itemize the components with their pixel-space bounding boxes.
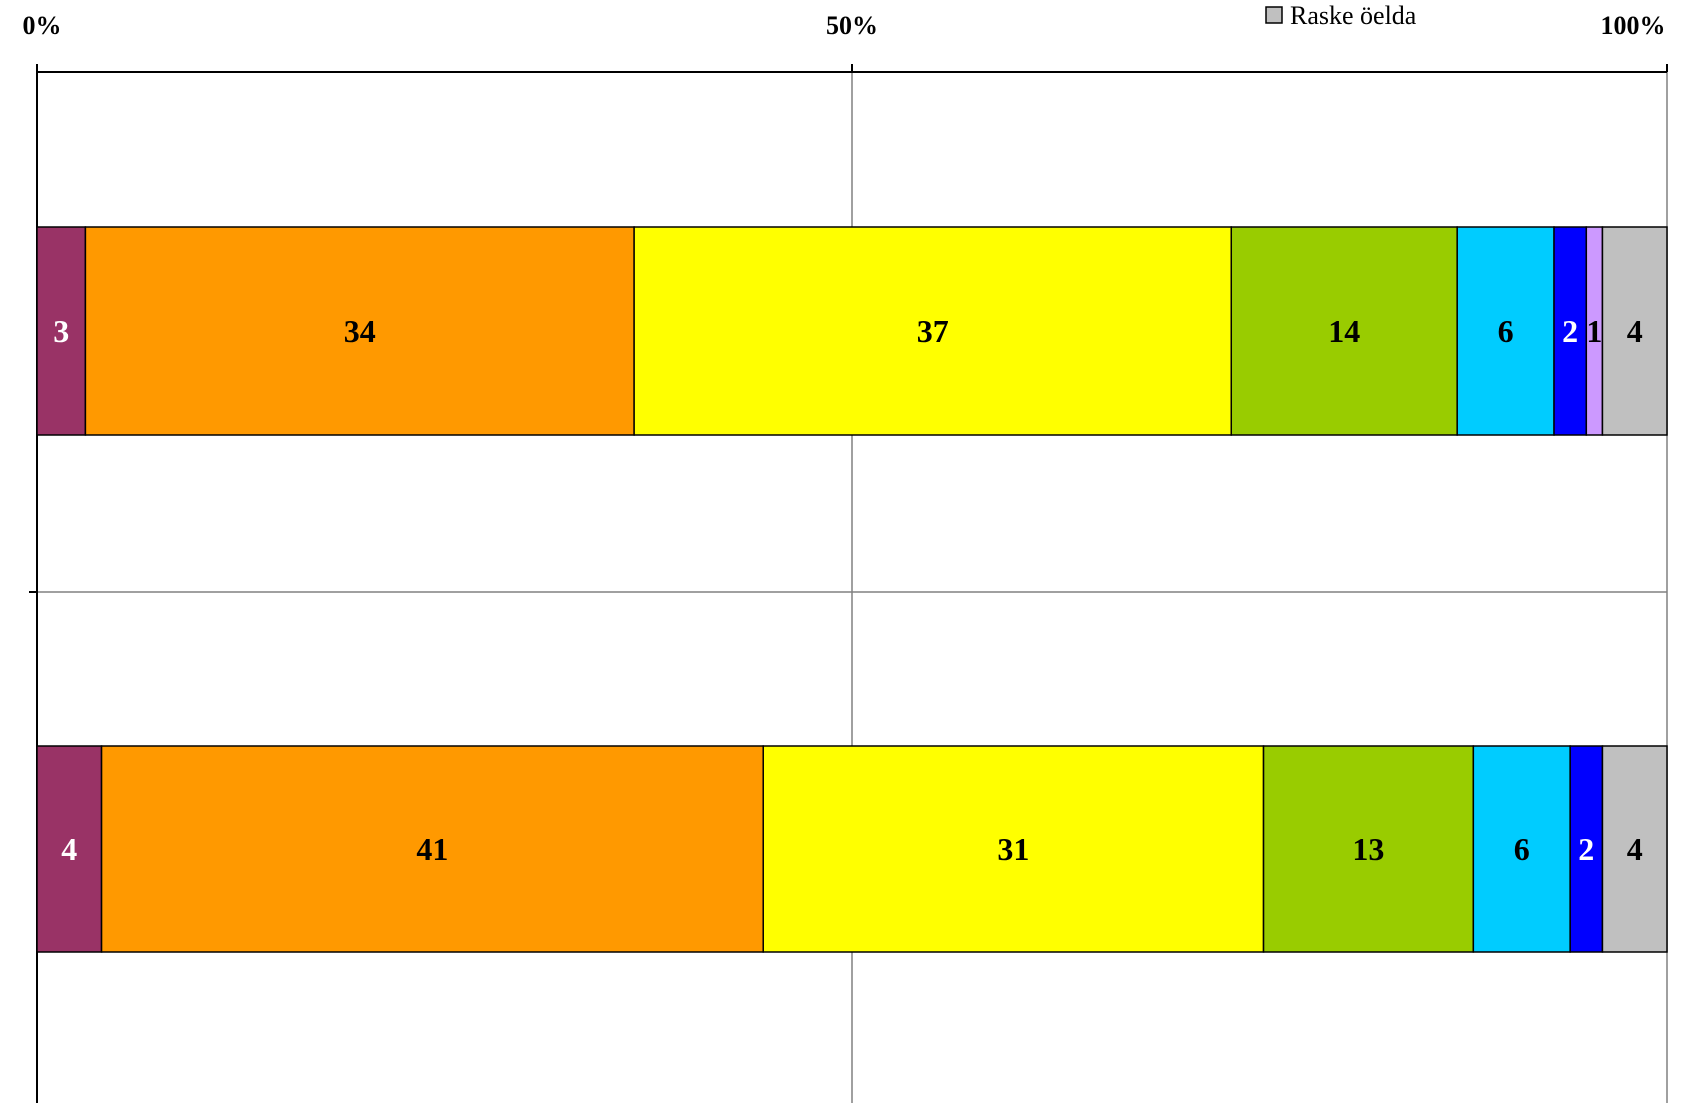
bar-segment [84,226,635,436]
bar-segment [36,745,103,953]
data-label: 2 [1562,313,1578,349]
x-tick-label: 100% [1601,11,1666,40]
data-label: 6 [1514,831,1530,867]
data-label: 4 [1627,313,1643,349]
data-label: 4 [1627,831,1643,867]
bar-segment [100,745,764,953]
legend-label: Raske öelda [1290,1,1417,30]
bar-segment [762,745,1265,953]
bar-segment [1553,226,1588,436]
data-label: 34 [344,313,376,349]
x-tick-labels: 0% 50% 100% [23,11,1666,40]
data-label: 14 [1328,313,1360,349]
data-label: 1 [1586,313,1602,349]
bar-segment [1601,226,1668,436]
bar-segment [1230,226,1458,436]
data-label: 6 [1498,313,1514,349]
data-label: 2 [1578,831,1594,867]
data-label: 13 [1352,831,1384,867]
bar-segment [1569,745,1604,953]
x-tick-label: 0% [23,11,62,40]
legend-swatch [1265,6,1283,24]
bar-segment [1262,745,1475,953]
data-label: 31 [997,831,1029,867]
data-label: 3 [53,313,69,349]
x-tick-label: 50% [826,11,878,40]
data-label: 41 [416,831,448,867]
data-label: 4 [61,831,77,867]
data-label: 37 [917,313,949,349]
bar-segment [1456,226,1555,436]
bar-group: 3 34 37 14 6 2 1 44 41 31 13 6 2 4 [36,226,1668,953]
bar-segment [1601,745,1668,953]
bar-segment [1472,745,1571,953]
bar-segment [633,226,1233,436]
legend: Raske öelda [1265,1,1417,30]
